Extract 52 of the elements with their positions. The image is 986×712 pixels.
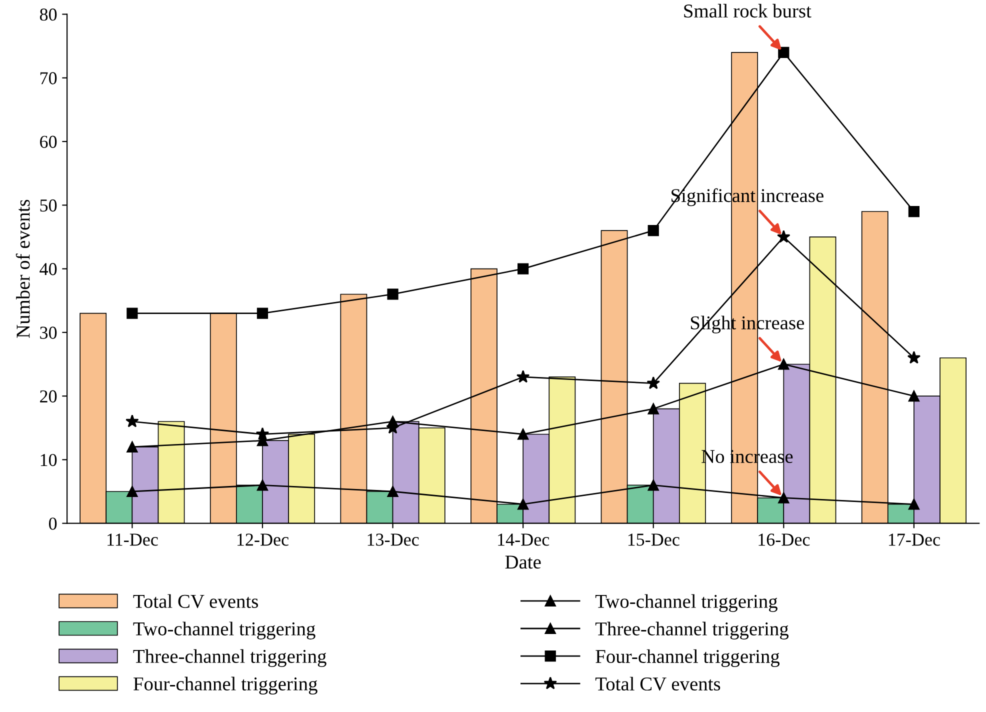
point: [648, 403, 659, 414]
point: [648, 480, 659, 491]
point: [778, 358, 790, 370]
x-tick-label: 15-Dec: [628, 534, 680, 546]
legend-label: Total CV events: [133, 594, 258, 608]
point: [778, 492, 790, 504]
point: [126, 441, 138, 453]
legend-label: Four-channel triggering: [596, 649, 780, 668]
x-tick-label: 16-Dec: [758, 534, 810, 546]
legend-label: Two-channel triggering: [133, 622, 316, 640]
y-tick-label: 30: [40, 326, 57, 339]
y-tick-label: 70: [40, 72, 57, 84]
y-tick-label: 40: [40, 263, 57, 276]
point: [518, 428, 529, 440]
legend-label: Total CV events: [595, 676, 720, 691]
point: [387, 288, 398, 300]
point: [387, 486, 398, 498]
y-tick-label: 50: [40, 199, 57, 212]
x-axis-title: Date: [505, 556, 541, 569]
point: [516, 370, 530, 383]
legend-label: Two-channel triggering: [595, 594, 778, 612]
point: [256, 308, 268, 319]
y-tick-label: 0: [48, 518, 57, 530]
point: [908, 206, 920, 218]
x-tick-label: 14-Dec: [498, 534, 550, 546]
point: [907, 350, 921, 364]
x-tick-label: 17-Dec: [888, 534, 940, 546]
point: [778, 46, 790, 58]
point: [908, 390, 920, 402]
y-axis-title: Number of events: [16, 200, 30, 338]
point: [256, 427, 270, 440]
x-tick-label: 12-Dec: [238, 534, 288, 546]
point: [126, 414, 139, 428]
point: [648, 225, 659, 236]
x-tick-label: 11-Dec: [108, 534, 158, 546]
point: [126, 308, 138, 319]
point: [518, 263, 529, 274]
point: [646, 376, 660, 390]
point: [518, 498, 529, 510]
x-tick-label: 13-Dec: [368, 534, 419, 546]
legend-label: Three-channel triggering: [133, 649, 326, 667]
y-tick-label: 20: [40, 390, 57, 402]
point: [777, 230, 790, 243]
y-tick-label: 80: [40, 8, 57, 21]
legend-label: Four-channel triggering: [134, 676, 318, 694]
point: [908, 498, 920, 510]
annotation: Small rock burst: [684, 4, 812, 18]
legend-label: Three-channel triggering: [595, 622, 789, 640]
point: [126, 486, 138, 498]
y-tick-label: 60: [40, 136, 57, 148]
point: [256, 480, 268, 491]
y-tick-label: 10: [40, 454, 57, 466]
